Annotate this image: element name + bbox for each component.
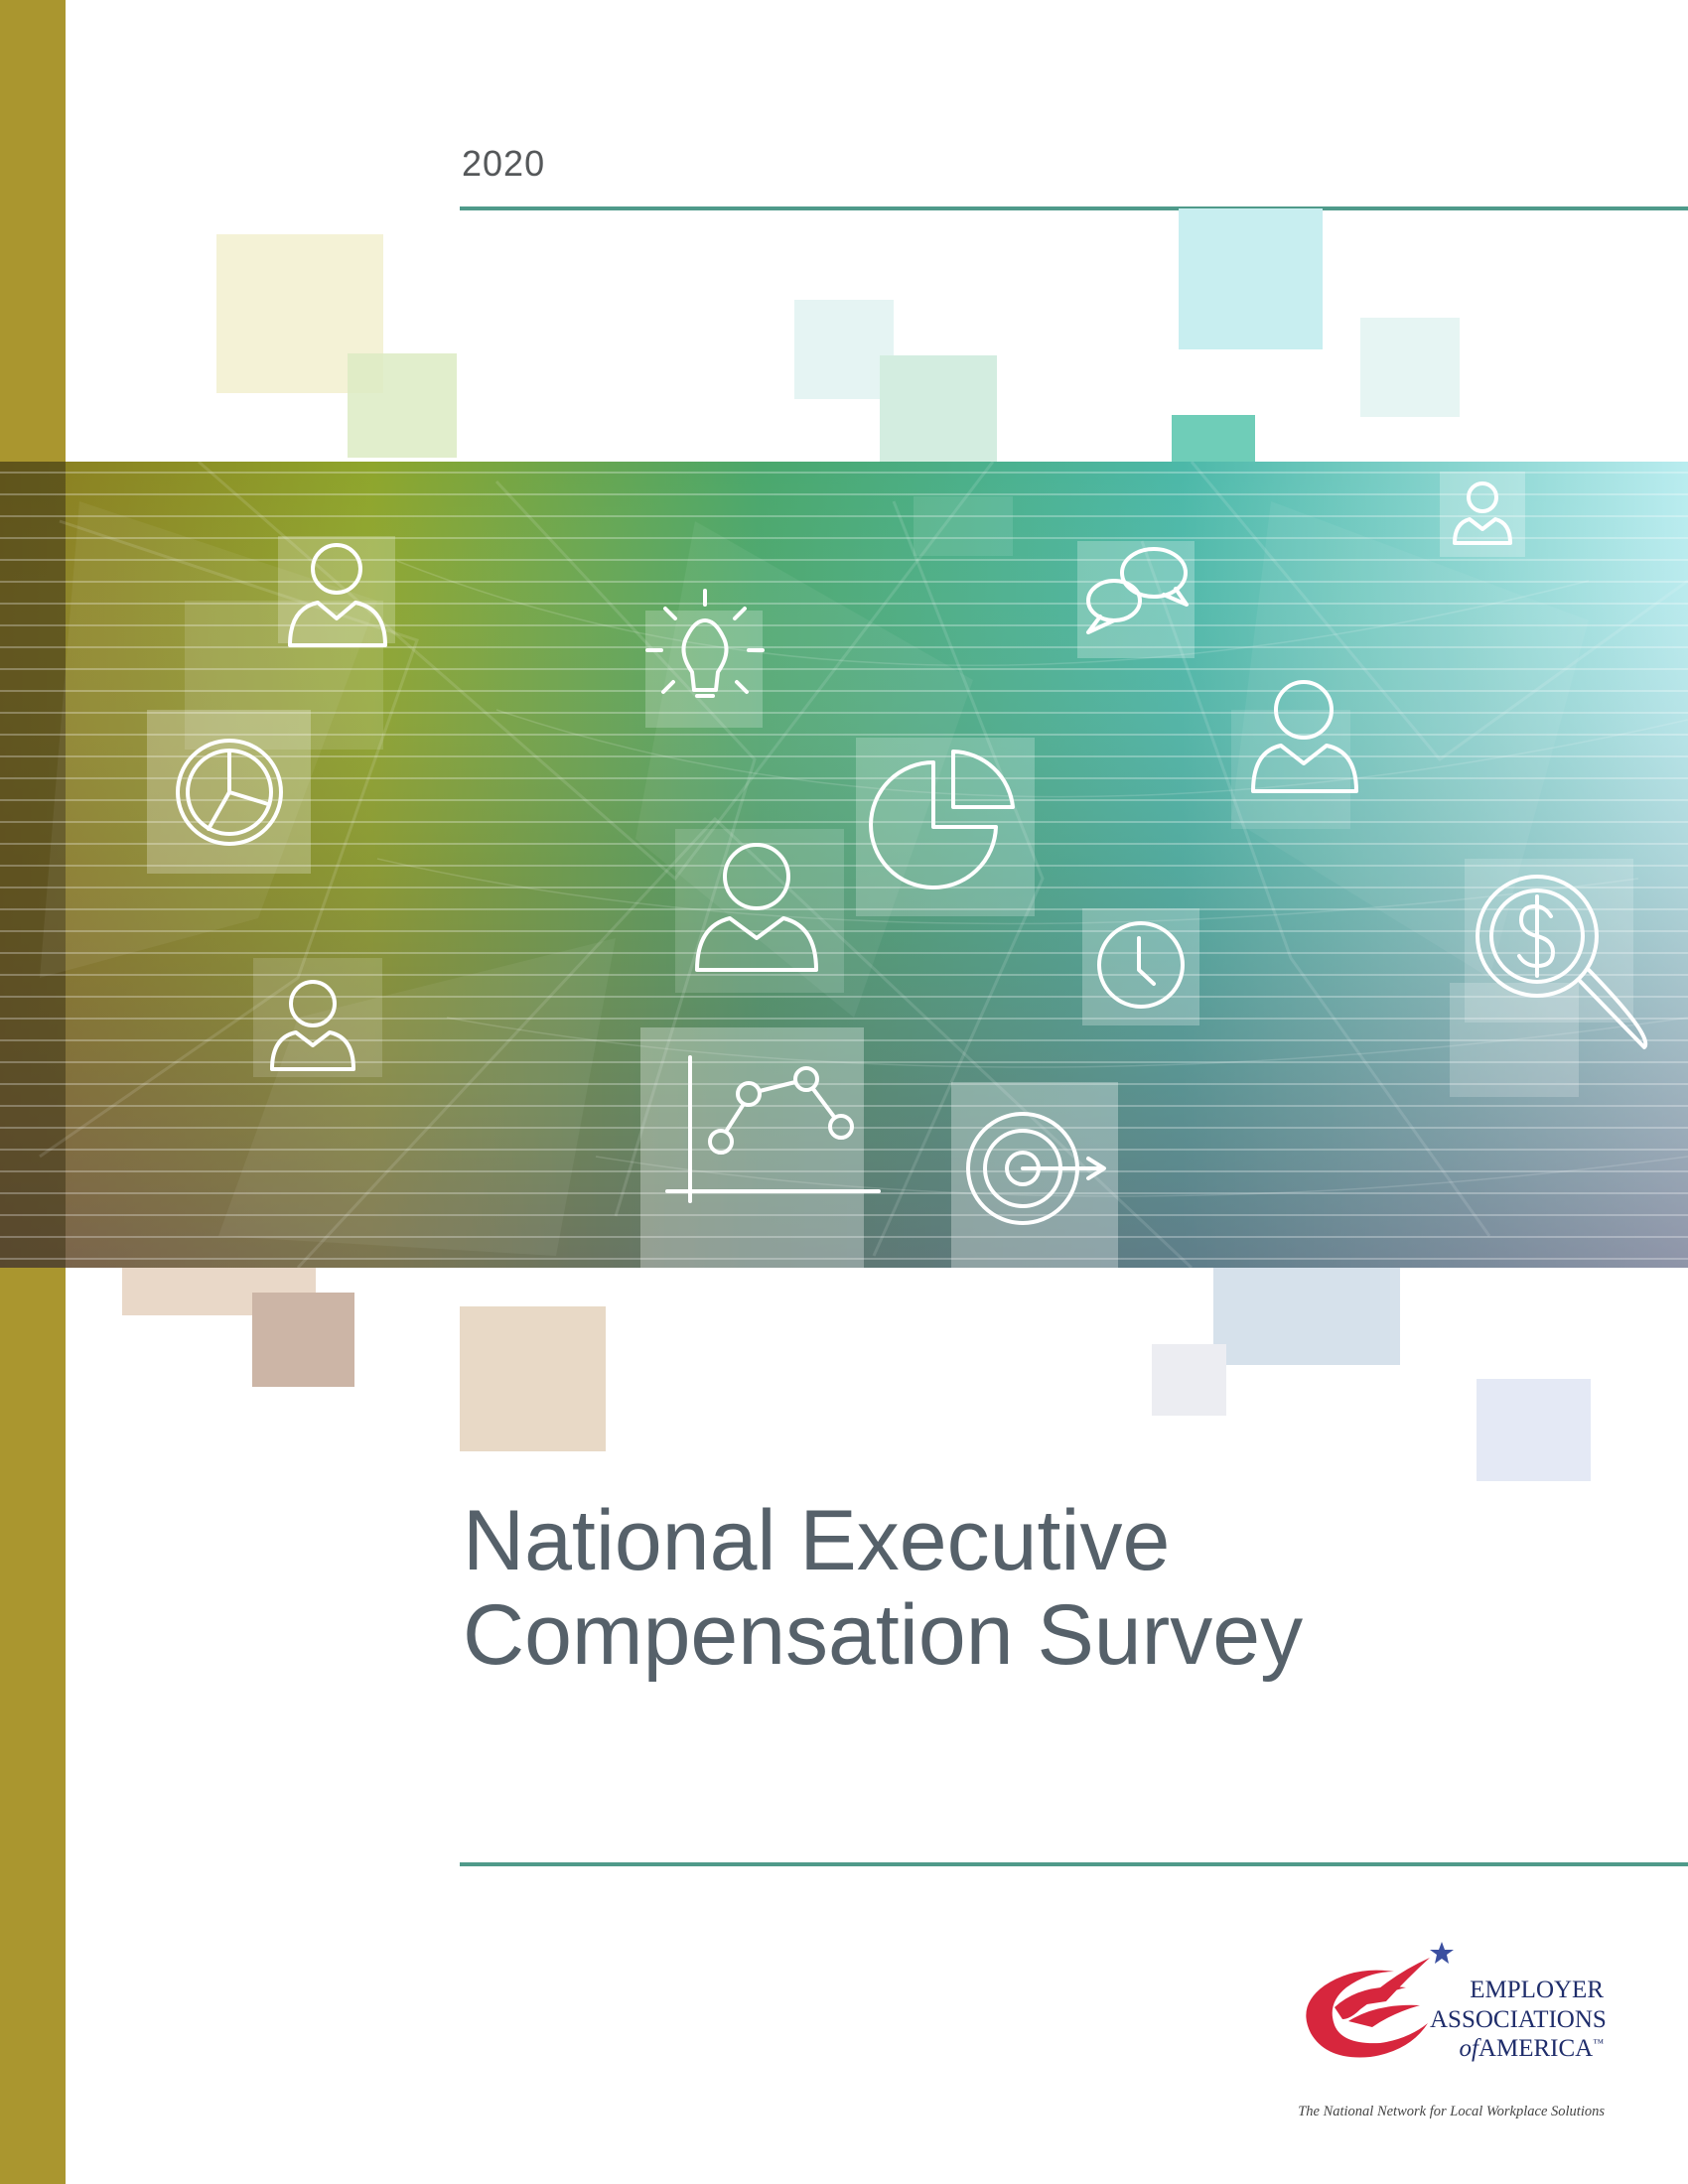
page-title: National Executive Compensation Survey (463, 1493, 1304, 1684)
top-divider (460, 206, 1688, 210)
deco-square (348, 353, 457, 458)
logo-tagline: The National Network for Local Workplace… (1298, 2104, 1605, 2119)
deco-square (1152, 1344, 1226, 1416)
employer-associations-logo (1306, 1942, 1454, 2058)
person-icon (288, 543, 387, 647)
dollar-search-icon (1476, 875, 1648, 1049)
target-icon (966, 1112, 1106, 1225)
deco-square (1213, 1268, 1400, 1365)
deco-square (1179, 208, 1323, 349)
title-line-1: National Executive (463, 1493, 1171, 1588)
title-line-2: Compensation Survey (463, 1587, 1304, 1684)
chat-icon (1086, 547, 1189, 634)
cover-banner-image (0, 462, 1688, 1268)
logo-line-3: ofAMERICA™ (1430, 2034, 1604, 2064)
deco-square (252, 1293, 354, 1387)
person-icon (270, 980, 355, 1071)
lightbulb-icon (645, 589, 765, 698)
logo-trademark: ™ (1593, 2037, 1604, 2050)
deco-square (794, 300, 894, 399)
logo-line-1: EMPLOYER (1470, 1977, 1604, 2003)
logo-line-2: ASSOCIATIONS (1430, 2005, 1607, 2033)
logo-america: AMERICA (1477, 2035, 1594, 2062)
person-icon (1453, 481, 1512, 545)
person-icon (695, 843, 818, 972)
deco-square (460, 1306, 606, 1451)
logo-of: of (1459, 2035, 1478, 2062)
person-icon (1251, 680, 1358, 793)
bottom-divider (460, 1862, 1688, 1866)
logo-wordmark: EMPLOYER ASSOCIATIONS ofAMERICA™ (1430, 1976, 1607, 2064)
deco-square (880, 355, 997, 463)
deco-square (1477, 1379, 1591, 1481)
cover-year: 2020 (462, 143, 546, 184)
pie-chart-icon (869, 750, 1015, 889)
pie-chart-icon (176, 739, 283, 846)
line-chart-icon (665, 1055, 881, 1203)
deco-square (1360, 318, 1460, 417)
clock-icon (1097, 921, 1185, 1009)
